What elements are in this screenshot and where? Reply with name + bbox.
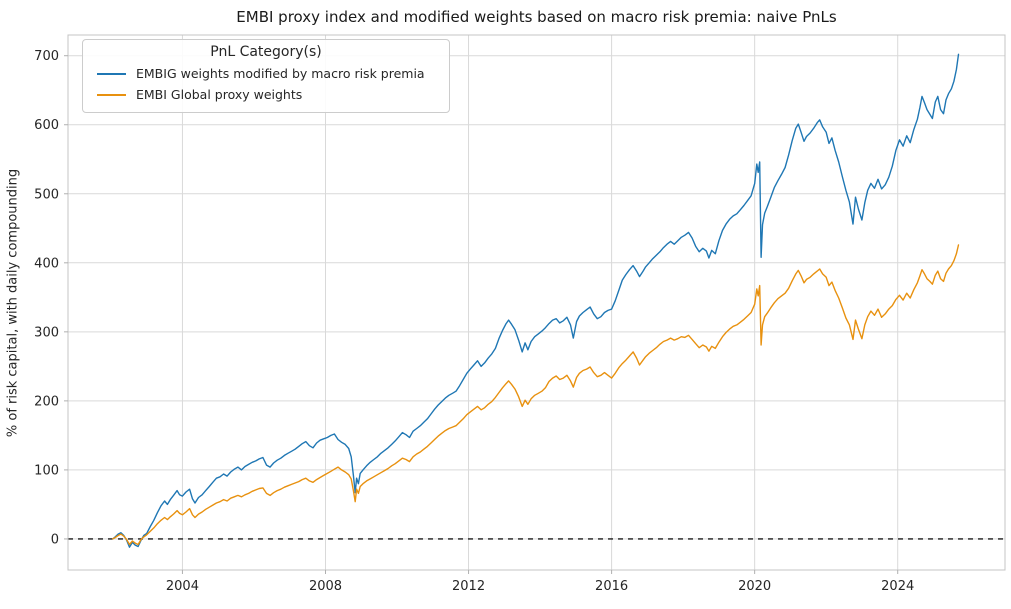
y-tick-label: 0 [51, 532, 59, 547]
legend: PnL Category(s) EMBIG weights modified b… [82, 39, 450, 113]
x-tick-label: 2020 [738, 579, 771, 594]
axes-border [67, 34, 1006, 571]
legend-item: EMBIG weights modified by macro risk pre… [93, 63, 439, 84]
plot-background [68, 35, 1005, 570]
x-tick-label: 2012 [452, 579, 485, 594]
y-tick-label: 600 [34, 118, 59, 133]
y-tick-label: 500 [34, 187, 59, 202]
x-tick-label: 2024 [881, 579, 914, 594]
y-tick-label: 300 [34, 325, 59, 340]
y-tick-label: 200 [34, 394, 59, 409]
legend-item: EMBI Global proxy weights [93, 84, 439, 105]
legend-label: EMBI Global proxy weights [136, 87, 303, 102]
y-tick-label: 700 [34, 49, 59, 64]
legend-line-swatch-orange [97, 93, 126, 96]
legend-line-swatch-blue [97, 72, 126, 75]
chart-title: EMBI proxy index and modified weights ba… [236, 8, 837, 26]
x-tick-label: 2008 [309, 579, 342, 594]
series-line-1 [112, 244, 960, 546]
x-tick-label: 2016 [595, 579, 628, 594]
x-tick-label: 2004 [166, 579, 199, 594]
legend-title: PnL Category(s) [210, 44, 322, 60]
series-line-0 [112, 53, 960, 548]
legend-label: EMBIG weights modified by macro risk pre… [136, 66, 425, 81]
y-tick-label: 100 [34, 463, 59, 478]
y-tick-label: 400 [34, 256, 59, 271]
